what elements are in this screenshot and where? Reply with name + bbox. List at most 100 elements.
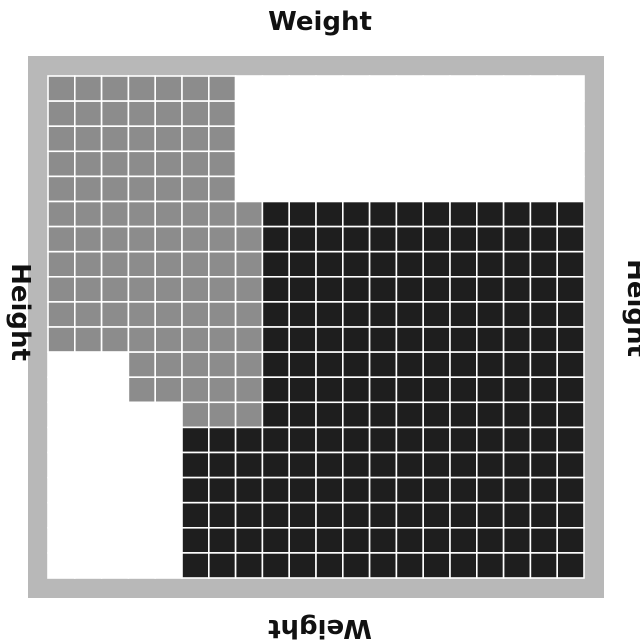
cell-white xyxy=(449,150,478,178)
cell-white xyxy=(502,125,532,153)
cell-gray xyxy=(181,175,210,203)
cell-white xyxy=(154,476,183,504)
cell-dark xyxy=(502,552,532,579)
cell-dark xyxy=(475,526,505,554)
cell-dark xyxy=(395,351,424,379)
cell-dark xyxy=(368,501,398,529)
cell-dark xyxy=(368,526,398,554)
cell-dark xyxy=(341,301,371,328)
cell-dark xyxy=(368,275,398,303)
cell-gray xyxy=(74,326,103,353)
cell-dark xyxy=(395,250,424,278)
cell-white xyxy=(368,150,398,178)
cell-white xyxy=(288,100,317,127)
cell-dark xyxy=(368,552,398,579)
cell-white xyxy=(74,401,103,429)
cell-dark xyxy=(341,351,371,379)
cell-gray xyxy=(234,200,264,228)
cell-gray xyxy=(127,250,156,278)
cell-gray xyxy=(100,326,130,353)
cell-dark xyxy=(395,426,424,454)
cell-dark xyxy=(395,200,424,228)
cell-gray xyxy=(154,275,183,303)
cell-white xyxy=(422,100,451,127)
cell-gray xyxy=(181,351,210,379)
cell-white xyxy=(47,501,76,529)
grid-cells xyxy=(47,75,585,579)
cell-white xyxy=(395,150,424,178)
cell-dark xyxy=(449,200,478,228)
cell-dark xyxy=(502,301,532,328)
cell-dark xyxy=(341,476,371,504)
cell-dark xyxy=(422,200,451,228)
cell-dark xyxy=(502,225,532,253)
cell-gray xyxy=(154,376,183,404)
cell-dark xyxy=(288,351,317,379)
cell-white xyxy=(341,125,371,153)
cell-dark xyxy=(395,476,424,504)
cell-gray xyxy=(127,275,156,303)
cell-dark xyxy=(368,301,398,328)
cell-gray xyxy=(234,250,264,278)
cell-dark xyxy=(315,476,344,504)
cell-white xyxy=(154,451,183,479)
cell-white xyxy=(475,75,505,102)
cell-white xyxy=(341,175,371,203)
cell-dark xyxy=(315,451,344,479)
cell-gray xyxy=(208,326,237,353)
cell-dark xyxy=(261,326,290,353)
cell-gray xyxy=(47,225,76,253)
cell-white xyxy=(341,75,371,102)
cell-dark xyxy=(341,225,371,253)
cell-gray xyxy=(181,250,210,278)
cell-white xyxy=(74,552,103,579)
cell-dark xyxy=(234,426,264,454)
cell-gray xyxy=(74,75,103,102)
cell-dark xyxy=(181,552,210,579)
cell-white xyxy=(154,426,183,454)
cell-dark xyxy=(502,351,532,379)
cell-white xyxy=(529,150,559,178)
cell-dark xyxy=(475,451,505,479)
cell-dark xyxy=(502,426,532,454)
cell-dark xyxy=(261,351,290,379)
cell-gray xyxy=(154,351,183,379)
cell-gray xyxy=(100,225,130,253)
cell-gray xyxy=(127,150,156,178)
cell-white xyxy=(288,175,317,203)
cell-dark xyxy=(502,476,532,504)
cell-gray xyxy=(47,301,76,328)
cell-gray xyxy=(181,401,210,429)
cell-gray xyxy=(208,150,237,178)
cell-gray xyxy=(47,150,76,178)
cell-gray xyxy=(181,275,210,303)
cell-dark xyxy=(422,250,451,278)
cell-dark xyxy=(315,526,344,554)
cell-gray xyxy=(100,175,130,203)
cell-dark xyxy=(529,275,559,303)
cell-dark xyxy=(341,451,371,479)
cell-gray xyxy=(154,200,183,228)
cell-white xyxy=(100,476,130,504)
cell-white xyxy=(127,552,156,579)
cell-dark xyxy=(422,476,451,504)
cell-dark xyxy=(529,351,559,379)
cell-dark xyxy=(288,225,317,253)
cell-gray xyxy=(181,376,210,404)
cell-dark xyxy=(315,426,344,454)
cell-white xyxy=(449,75,478,102)
cell-gray xyxy=(234,401,264,429)
cell-white xyxy=(234,150,264,178)
cell-white xyxy=(100,376,130,404)
cell-dark xyxy=(395,501,424,529)
cell-gray xyxy=(74,150,103,178)
cell-dark xyxy=(556,426,585,454)
cell-white xyxy=(47,451,76,479)
cell-white xyxy=(556,100,585,127)
cell-gray xyxy=(74,225,103,253)
cell-dark xyxy=(315,376,344,404)
cell-gray xyxy=(234,225,264,253)
cell-dark xyxy=(288,501,317,529)
cell-white xyxy=(422,125,451,153)
cell-gray xyxy=(47,125,76,153)
